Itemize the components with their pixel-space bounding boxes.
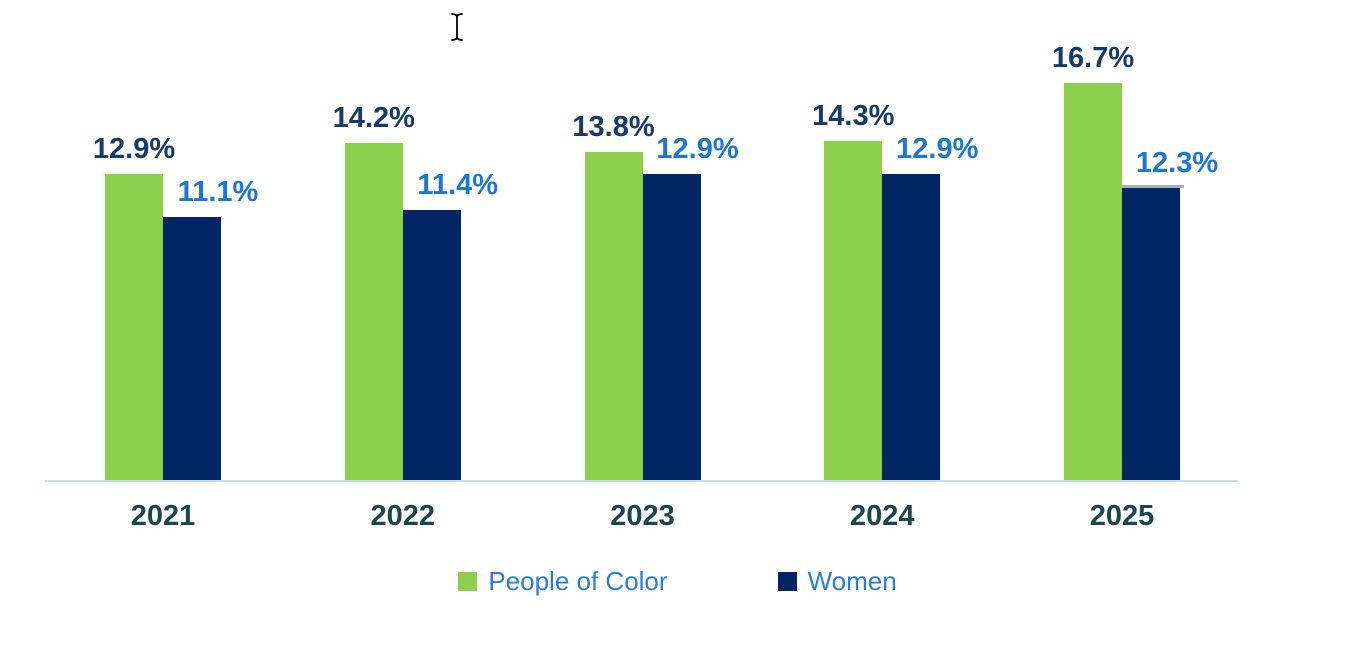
bar-women-2022[interactable] <box>402 209 461 481</box>
bar-cap-artifact <box>1122 185 1184 189</box>
text-cursor-icon <box>451 13 463 41</box>
value-label-women-2021: 11.1% <box>177 175 259 208</box>
value-label-people-of-color-2023: 13.8% <box>572 111 655 144</box>
bar-women-2024[interactable] <box>882 173 941 481</box>
value-label-people-of-color-2021: 12.9% <box>92 132 176 165</box>
value-label-women-2023: 12.9% <box>656 132 739 165</box>
value-label-people-of-color-2024: 14.3% <box>812 99 895 132</box>
legend-swatch-women <box>777 572 797 591</box>
category-label-2021: 2021 <box>130 500 196 532</box>
legend-item-women[interactable]: Women <box>777 566 897 597</box>
legend-item-people-of-color[interactable]: People of Color <box>458 566 668 597</box>
value-label-people-of-color-2022: 14.2% <box>332 101 415 134</box>
category-label-2023: 2023 <box>610 500 675 532</box>
bar-people-of-color-2024[interactable] <box>824 140 883 481</box>
plot-area: 12.9% 11.1% 14.2% 11.4% 13.8% 12.9% 14.3% 12.9%… <box>92 42 1219 481</box>
legend-swatch-people-of-color <box>458 572 478 591</box>
value-label-women-2025: 12.3% <box>1135 147 1219 180</box>
x-axis-line <box>45 480 1238 482</box>
category-label-2022: 2022 <box>370 500 436 532</box>
bar-people-of-color-2022[interactable] <box>344 142 403 481</box>
bar-people-of-color-2025[interactable] <box>1064 83 1122 481</box>
legend-label-women: Women <box>807 566 897 596</box>
bar-women-2025[interactable] <box>1122 188 1180 481</box>
bar-people-of-color-2021[interactable] <box>105 173 163 481</box>
category-label-2025: 2025 <box>1089 500 1155 532</box>
value-label-women-2022: 11.4% <box>417 168 499 201</box>
bar-women-2023[interactable] <box>642 173 701 481</box>
bar-women-2021[interactable] <box>163 216 221 481</box>
bar-people-of-color-2023[interactable] <box>584 152 643 481</box>
legend: People of Color Women <box>0 566 1355 597</box>
legend-label-people-of-color: People of Color <box>488 566 668 596</box>
category-label-2024: 2024 <box>849 500 915 532</box>
value-label-people-of-color-2025: 16.7% <box>1051 42 1135 75</box>
value-label-women-2024: 12.9% <box>896 132 979 165</box>
